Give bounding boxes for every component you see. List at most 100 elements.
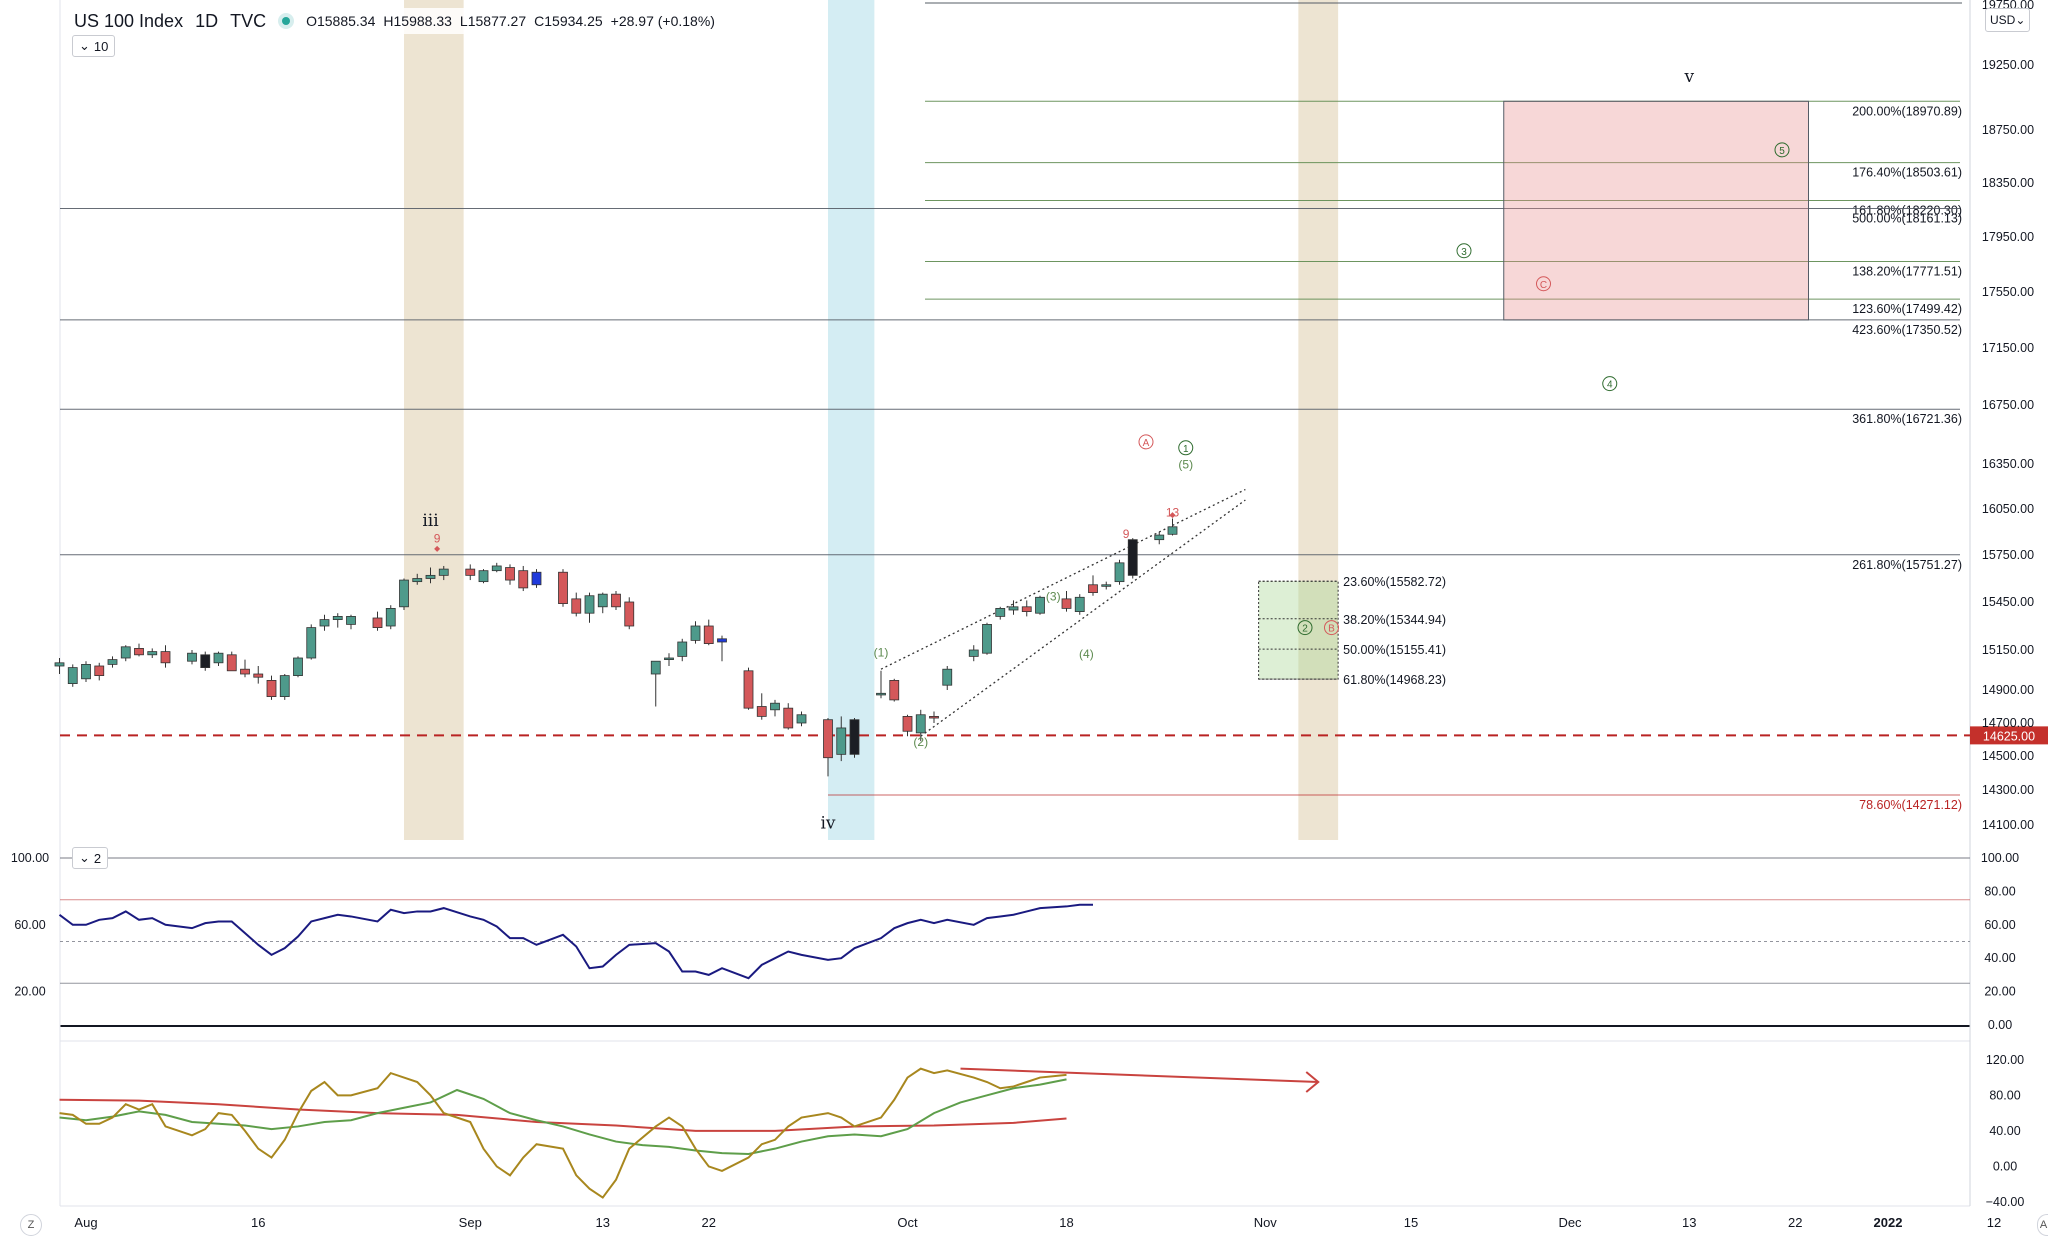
market-status-icon: [278, 13, 295, 29]
candle-body: [942, 668, 953, 686]
wave-text: B: [1328, 624, 1335, 635]
count-label: 13: [1166, 506, 1180, 520]
price-tick: 14900.00: [1982, 683, 2034, 697]
candle-body: [226, 654, 237, 672]
candle-body: [902, 716, 913, 732]
candle-body: [94, 665, 105, 677]
candle-body: [253, 673, 264, 678]
retracement-label: 61.80%(14968.23): [1343, 673, 1446, 687]
candle: [226, 651, 237, 672]
candle: [200, 651, 211, 671]
zoom-toggle-button[interactable]: Z: [20, 1214, 42, 1236]
candle-body: [703, 625, 714, 645]
candle-body: [624, 601, 635, 627]
candle: [372, 611, 383, 631]
interval-label[interactable]: 1D: [195, 10, 219, 31]
candle: [823, 718, 833, 777]
wave-labels: iii iv v 9 9 13 (1) (2) (3) (4) (5) A 1 2 B 3 C 4 5: [422, 67, 1790, 834]
circled-wave-label: B: [1324, 620, 1339, 636]
candle-body: [836, 727, 847, 755]
candle: [1167, 518, 1178, 536]
price-tick: 16050.00: [1982, 502, 2034, 516]
time-tick: Aug: [74, 1215, 97, 1230]
count-marker: [434, 545, 441, 552]
target-zone: [1503, 100, 1809, 321]
exchange-label: TVC: [230, 10, 267, 31]
rsi-line: [58, 903, 1093, 980]
chevron-down-icon: ⌄: [79, 850, 90, 865]
candle-body: [425, 574, 436, 579]
time-tick: 13: [1682, 1215, 1696, 1230]
rsi-right-tick: 40.00: [1984, 951, 2015, 965]
time-tick: 13: [596, 1215, 610, 1230]
time-tick: Nov: [1254, 1215, 1278, 1230]
candle: [571, 592, 582, 617]
candle-body: [664, 657, 674, 661]
candle: [1074, 594, 1085, 615]
time-tick: 2022: [1874, 1215, 1903, 1230]
price-tick: 17550.00: [1982, 285, 2034, 299]
rsi-left-tick: 60.00: [14, 918, 45, 932]
candle: [995, 606, 1006, 620]
candle: [213, 651, 224, 666]
candle: [518, 565, 529, 592]
osc-tick: 120.00: [1986, 1053, 2024, 1067]
candle-body: [279, 675, 290, 697]
candle: [54, 658, 65, 674]
candle: [783, 703, 794, 730]
candle: [849, 718, 860, 758]
candle: [1127, 538, 1138, 579]
candle: [796, 711, 807, 727]
candle-body: [743, 670, 754, 709]
candle-body: [107, 659, 118, 665]
count-label: 9: [434, 532, 441, 546]
wave-circle: [1456, 243, 1472, 259]
time-tick: 12: [1987, 1215, 2001, 1230]
osc-tick: 80.00: [1989, 1088, 2020, 1102]
candle-body: [876, 692, 886, 696]
price-tick: 18750.00: [1982, 123, 2034, 137]
candle-body: [929, 716, 939, 719]
circled-wave-label: 1: [1178, 440, 1194, 456]
candle: [650, 660, 661, 707]
candle-body: [346, 616, 356, 625]
price-tick: 14300.00: [1982, 783, 2034, 797]
circled-wave-label: 3: [1456, 243, 1472, 259]
collapse-indicators-button[interactable]: ⌄ 10: [72, 35, 116, 57]
candle-body: [1021, 606, 1032, 612]
price-tick: 16750.00: [1982, 398, 2034, 412]
candle-body: [478, 570, 489, 583]
candle-body: [134, 648, 144, 656]
oscillator-panel: 120.00 80.00 40.00 0.00 −40.00: [59, 1053, 2024, 1209]
candle: [968, 645, 979, 662]
candle: [664, 653, 674, 666]
symbol-name[interactable]: US 100 Index: [74, 10, 184, 31]
candle: [770, 699, 780, 717]
candle-body: [120, 646, 131, 659]
candle: [677, 638, 688, 662]
currency-select[interactable]: USD ⌄: [1985, 8, 2031, 32]
candle: [425, 567, 436, 584]
candle-body: [372, 617, 383, 629]
candle-body: [187, 652, 197, 662]
divergence-arrowhead: [1305, 1071, 1320, 1093]
wave-text: C: [1540, 280, 1547, 291]
wave-circle: [1324, 620, 1339, 636]
candle: [703, 619, 714, 646]
candle: [743, 667, 754, 710]
wave-text: A: [1143, 438, 1150, 449]
candle-body: [332, 616, 343, 621]
collapse-rsi-button[interactable]: ⌄ 2: [72, 847, 109, 869]
price-tick: 16350.00: [1982, 457, 2034, 471]
open-prefix: O: [306, 13, 317, 29]
wave-label: iv: [820, 814, 835, 834]
candle-body: [306, 627, 317, 659]
candle: [253, 666, 264, 684]
chevron-down-icon: ⌄: [79, 38, 90, 53]
candle-body: [677, 641, 688, 657]
candle-body: [1101, 584, 1112, 587]
auto-scale-button[interactable]: A: [2037, 1214, 2048, 1236]
candle-body: [399, 579, 409, 608]
wave-circle: [1138, 434, 1154, 450]
